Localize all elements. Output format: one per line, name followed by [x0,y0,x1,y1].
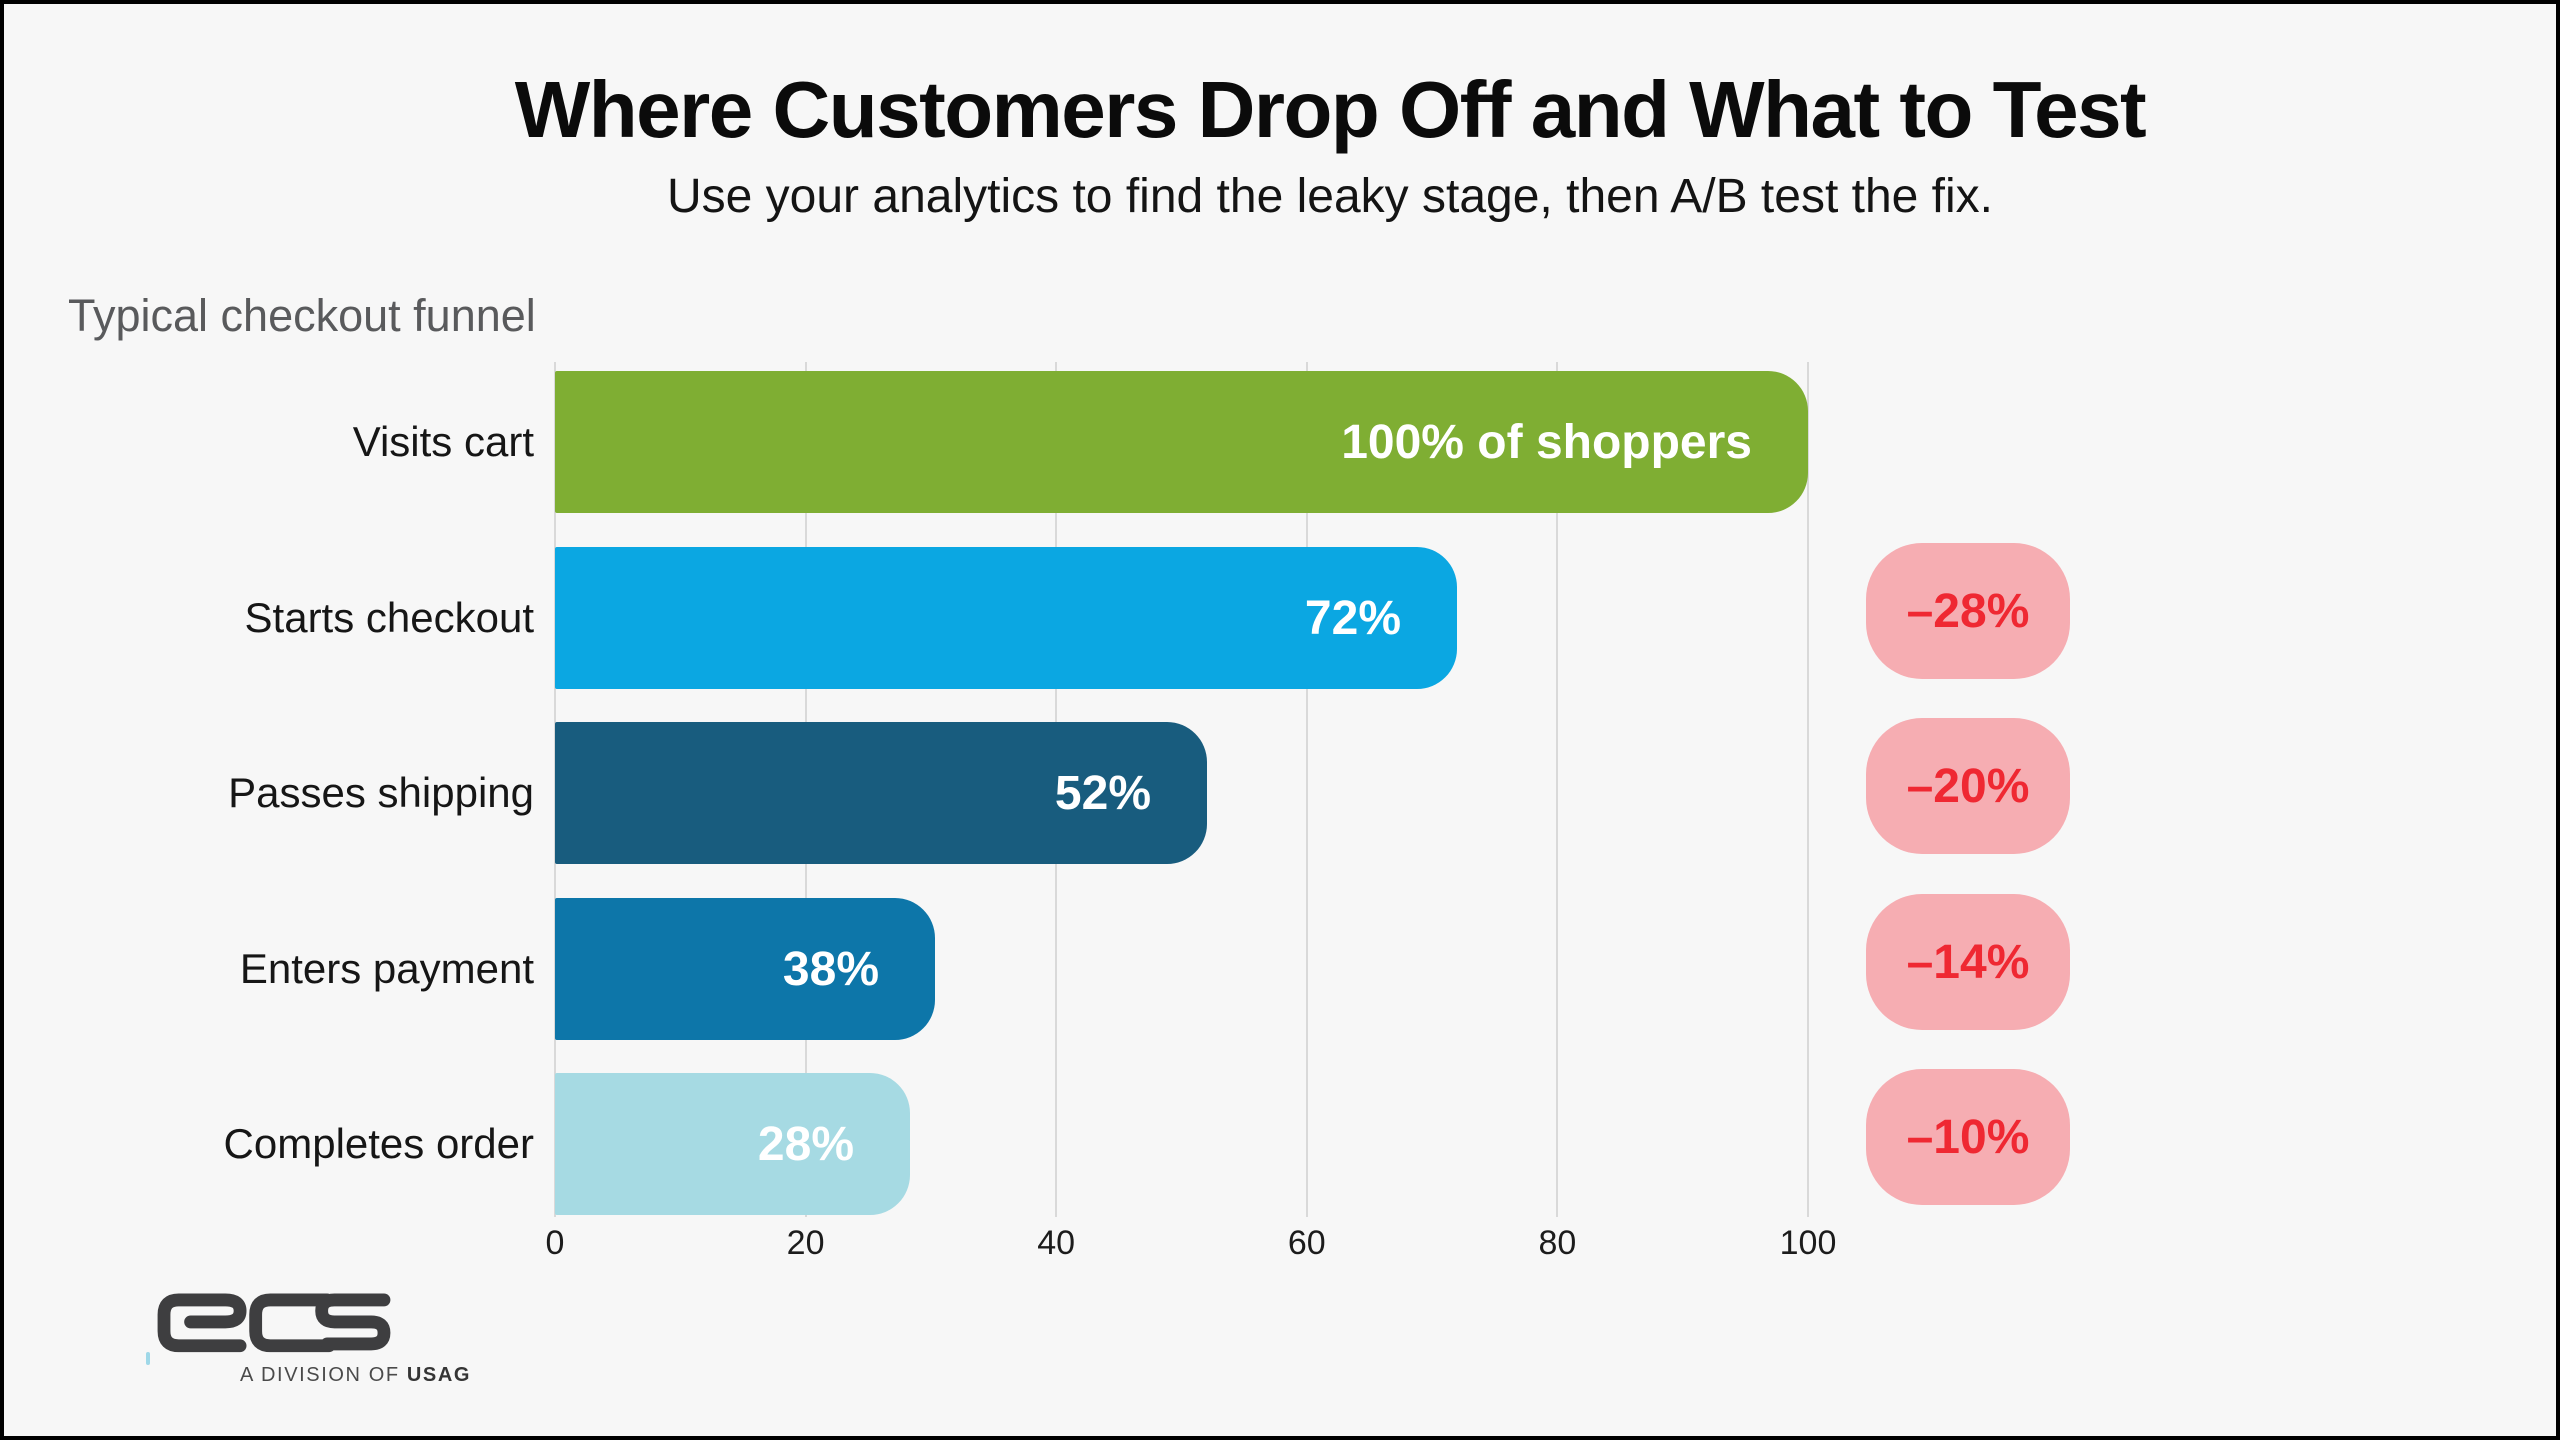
page-title: Where Customers Drop Off and What to Tes… [514,65,2147,154]
row-label-0: Visits cart [352,418,534,465]
chart-title: Typical checkout funnel [68,290,536,341]
dropoff-badge-4: –10% [1866,1069,2070,1205]
logo-accent-tick-icon [146,1352,150,1365]
funnel-bar-2: 52% [555,722,1207,864]
gridline-100 [1807,362,1809,1217]
bar-value-label-1: 72% [1304,591,1401,645]
dropoff-badge-3: –14% [1866,894,2070,1030]
header: Where Customers Drop Off and What to Tes… [104,66,2556,226]
ecs-logo: A DIVISION OF USAG [146,1288,469,1386]
x-tick-label-20: 20 [786,1224,825,1262]
logo-tagline-prefix: A DIVISION OF [240,1364,407,1386]
x-tick-label-60: 60 [1287,1224,1326,1262]
logo-tagline: A DIVISION OF USAG [240,1364,471,1387]
funnel-bar-3: 38% [555,898,935,1040]
bar-value-label-0: 100% of shoppers [1341,415,1752,469]
funnel-bar-1: 72% [555,547,1457,689]
funnel-bar-4: 28% [555,1073,910,1215]
row-label-4: Completes order [223,1120,534,1167]
dropoff-badge-2: –20% [1866,718,2070,854]
x-tick-label-0: 0 [545,1224,565,1262]
bar-value-label-2: 52% [1054,766,1151,820]
bar-value-label-3: 38% [782,942,879,996]
x-tick-label-100: 100 [1779,1224,1837,1262]
x-tick-label-80: 80 [1538,1224,1577,1262]
dropoff-badge-1: –28% [1866,543,2070,679]
gridline-60 [1305,362,1308,1217]
logo-tagline-usag: USAG [406,1364,472,1386]
row-label-2: Passes shipping [228,769,534,816]
ecs-logo-icon [157,1293,391,1353]
row-label-3: Enters payment [239,945,534,992]
page-subtitle: Use your analytics to find the leaky sta… [666,170,1994,223]
gridline-80 [1556,362,1559,1217]
funnel-bar-0: 100% of shoppers [555,371,1808,513]
x-tick-label-40: 40 [1037,1224,1076,1262]
bar-value-label-4: 28% [757,1117,854,1171]
row-label-1: Starts checkout [244,594,534,641]
